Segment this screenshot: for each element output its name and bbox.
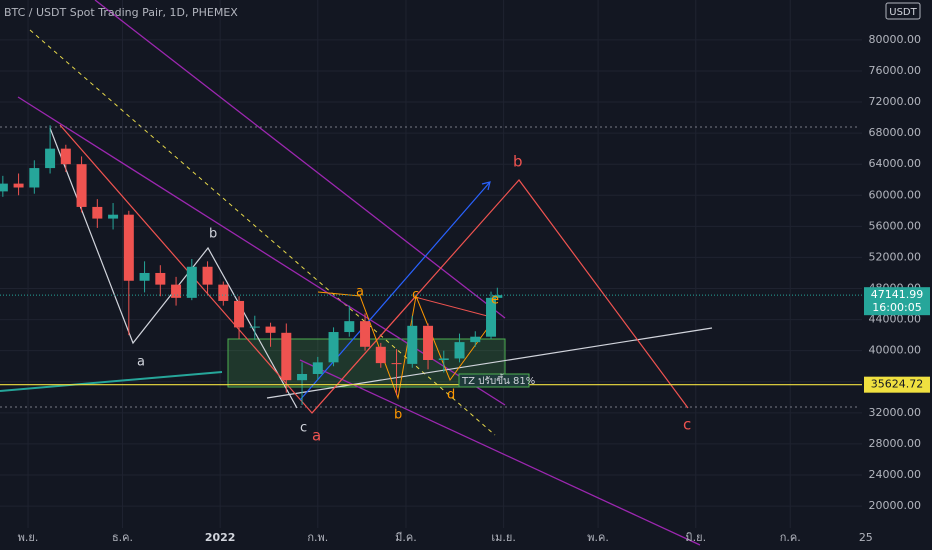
zone-label: TZ ปรับขึ้น 81% [461, 373, 535, 387]
candle-body [391, 363, 402, 365]
candle-body [186, 266, 197, 298]
candle-body [492, 295, 503, 298]
x-tick-label: มิ.ย. [685, 531, 706, 544]
candle-body [123, 214, 134, 281]
annotation: d [447, 388, 455, 403]
currency[interactable]: USDT [889, 7, 917, 18]
y-tick-label: 28000.00 [869, 437, 922, 450]
axes: 20000.0024000.0028000.0032000.0036000.00… [18, 33, 930, 544]
drawings [0, 0, 860, 546]
x-tick-label: 2022 [205, 531, 236, 544]
annotation: e [491, 293, 499, 308]
candle-body [13, 183, 24, 188]
x-tick-label: 25 [859, 531, 873, 544]
annotation: b [394, 408, 402, 423]
y-tick-label: 64000.00 [869, 157, 922, 170]
candle-body [234, 300, 245, 328]
chart-title: BTC / USDT Spot Trading Pair, 1D, PHEMEX [4, 6, 238, 19]
annotation: b [513, 153, 523, 171]
y-tick-label: 44000.00 [869, 313, 922, 326]
trend-line [0, 371, 223, 392]
channel-line [94, 0, 506, 319]
candle-body [281, 332, 292, 381]
candle-body [108, 214, 119, 219]
candle-body [297, 373, 308, 381]
candle-body [344, 321, 355, 333]
candle-body [470, 336, 481, 343]
candle-body [76, 164, 87, 207]
candle-body [360, 321, 371, 347]
candle-body [45, 148, 56, 169]
candle-body [423, 325, 434, 361]
arrow-head [481, 181, 491, 191]
x-tick-label: มี.ค. [395, 531, 417, 544]
y-tick-label: 72000.00 [869, 95, 922, 108]
annotation: b [209, 227, 217, 242]
last-price-label: 47141.99 [871, 288, 924, 301]
y-tick-label: 68000.00 [869, 126, 922, 139]
wave-red [311, 296, 496, 414]
candle-body [0, 183, 8, 192]
candle-body [407, 325, 418, 364]
y-tick-label: 76000.00 [869, 64, 922, 77]
candle-body [438, 358, 449, 361]
x-tick-label: ก.พ. [307, 531, 328, 544]
candle-body [265, 326, 276, 333]
candle-body [92, 206, 103, 219]
y-tick-label: 40000.00 [869, 344, 922, 357]
candle-body [171, 284, 182, 298]
x-tick-label: ธ.ค. [112, 531, 133, 544]
candle-body [454, 342, 465, 359]
annotation: c [300, 421, 307, 436]
candle-body [139, 272, 150, 281]
candle-body [328, 332, 339, 363]
zone-label-box [458, 373, 530, 388]
annotation: a [137, 355, 145, 370]
arrow-line [299, 181, 491, 401]
annotation: a [356, 285, 364, 300]
candle-body [486, 297, 497, 337]
annotation: a [312, 427, 321, 445]
candle-body [375, 346, 386, 364]
last-price-box [864, 287, 930, 316]
candle-body [155, 272, 166, 285]
x-tick-label: เม.ย. [491, 531, 515, 544]
wave-white [49, 127, 298, 409]
candle-body [60, 148, 71, 165]
y-tick-label: 32000.00 [869, 406, 922, 419]
annotation: c [412, 288, 419, 303]
candle-body [312, 362, 323, 374]
y-tick-label: 60000.00 [869, 188, 922, 201]
candle-body [249, 326, 260, 328]
level-label: 35624.72 [871, 378, 924, 391]
wave-orange [317, 291, 496, 400]
y-tick-label: 24000.00 [869, 468, 922, 481]
x-tick-label: พ.ค. [587, 531, 609, 544]
candle-body [202, 266, 213, 285]
y-tick-label: 20000.00 [869, 499, 922, 512]
x-tick-label: พ.ย. [18, 531, 39, 544]
candle-body [218, 284, 229, 301]
channel-line [299, 359, 701, 546]
currency-box[interactable] [885, 2, 921, 20]
price-axis [862, 0, 932, 528]
candle-body [29, 168, 40, 188]
x-tick-label: ก.ค. [780, 531, 801, 544]
annotation: c [683, 416, 691, 434]
y-tick-label: 56000.00 [869, 219, 922, 232]
y-tick-label: 80000.00 [869, 33, 922, 46]
level-label-box [864, 376, 930, 393]
grid [0, 0, 867, 528]
y-tick-label: 52000.00 [869, 250, 922, 263]
countdown: 16:00:05 [872, 301, 921, 314]
candles [0, 125, 862, 406]
dashed-line [29, 29, 496, 436]
